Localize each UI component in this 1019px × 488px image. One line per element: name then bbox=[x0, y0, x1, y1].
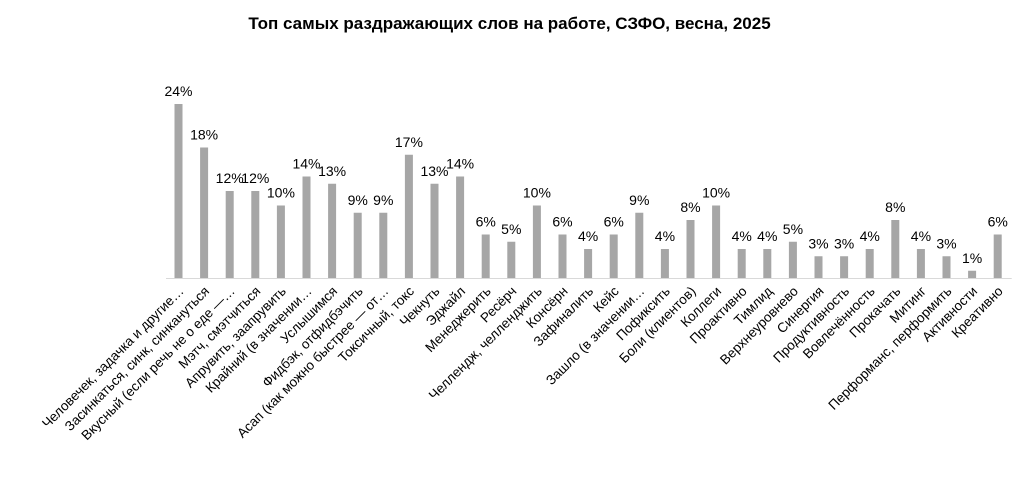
value-label-1: 24% bbox=[164, 83, 192, 99]
bar-33 bbox=[993, 234, 1002, 278]
value-label-33: 6% bbox=[988, 214, 1008, 230]
value-label-7: 13% bbox=[318, 163, 346, 179]
bar-16 bbox=[558, 234, 567, 278]
value-label-2: 18% bbox=[190, 127, 218, 143]
bar-29 bbox=[891, 220, 900, 278]
bar-5 bbox=[276, 205, 285, 278]
value-label-14: 5% bbox=[501, 221, 521, 237]
value-label-29: 8% bbox=[885, 199, 905, 215]
bar-2 bbox=[200, 147, 209, 278]
value-label-26: 3% bbox=[808, 235, 828, 251]
bar-10 bbox=[404, 154, 413, 278]
bar-12 bbox=[456, 176, 465, 278]
value-label-4: 12% bbox=[241, 170, 269, 186]
value-label-20: 4% bbox=[655, 228, 675, 244]
value-label-31: 3% bbox=[936, 235, 956, 251]
value-label-3: 12% bbox=[216, 170, 244, 186]
chart-title: Топ самых раздражающих слов на работе, С… bbox=[248, 14, 771, 33]
bar-24 bbox=[763, 249, 772, 278]
bar-32 bbox=[968, 270, 977, 278]
value-label-17: 4% bbox=[578, 228, 598, 244]
bar-7 bbox=[328, 183, 337, 278]
value-label-9: 9% bbox=[373, 192, 393, 208]
value-label-22: 10% bbox=[702, 185, 730, 201]
value-labels-layer: 24%18%12%12%10%14%13%9% 9%17%13%14%6% 5%10… bbox=[164, 83, 1007, 266]
value-label-32: 1% bbox=[962, 250, 982, 266]
value-label-11: 13% bbox=[420, 163, 448, 179]
value-label-12: 14% bbox=[446, 156, 474, 172]
value-label-5: 10% bbox=[267, 185, 295, 201]
value-label-13: 6% bbox=[476, 214, 496, 230]
bar-19 bbox=[635, 212, 644, 278]
bar-8 bbox=[353, 212, 362, 278]
bar-13 bbox=[481, 234, 490, 278]
bar-27 bbox=[840, 256, 849, 278]
value-label-6: 14% bbox=[292, 156, 320, 172]
value-label-25: 5% bbox=[783, 221, 803, 237]
value-label-28: 4% bbox=[860, 228, 880, 244]
bar-9 bbox=[379, 212, 388, 278]
bar-21 bbox=[686, 220, 695, 278]
value-label-10: 17% bbox=[395, 134, 423, 150]
bar-28 bbox=[865, 249, 874, 278]
value-label-16: 6% bbox=[552, 214, 572, 230]
bar-4 bbox=[251, 191, 260, 278]
value-label-21: 8% bbox=[680, 199, 700, 215]
value-label-27: 3% bbox=[834, 235, 854, 251]
bar-11 bbox=[430, 183, 439, 278]
bar-6 bbox=[302, 176, 311, 278]
bar-31 bbox=[942, 256, 951, 278]
value-label-23: 4% bbox=[732, 228, 752, 244]
bars-layer bbox=[174, 104, 1002, 278]
value-label-8: 9% bbox=[348, 192, 368, 208]
value-label-18: 6% bbox=[604, 214, 624, 230]
bar-26 bbox=[814, 256, 823, 278]
bar-18 bbox=[609, 234, 618, 278]
bar-3 bbox=[225, 191, 234, 278]
value-label-30: 4% bbox=[911, 228, 931, 244]
bar-23 bbox=[737, 249, 746, 278]
value-label-15: 10% bbox=[523, 185, 551, 201]
category-labels-layer: Человечек, задачка и другие…Засинкаться,… bbox=[39, 283, 1006, 443]
bar-14 bbox=[507, 241, 516, 278]
bar-17 bbox=[584, 249, 593, 278]
bar-1 bbox=[174, 104, 183, 278]
bar-30 bbox=[916, 249, 925, 278]
bar-25 bbox=[788, 241, 797, 278]
bar-22 bbox=[712, 205, 721, 278]
value-label-19: 9% bbox=[629, 192, 649, 208]
value-label-24: 4% bbox=[757, 228, 777, 244]
bar-15 bbox=[532, 205, 541, 278]
bar-20 bbox=[660, 249, 669, 278]
